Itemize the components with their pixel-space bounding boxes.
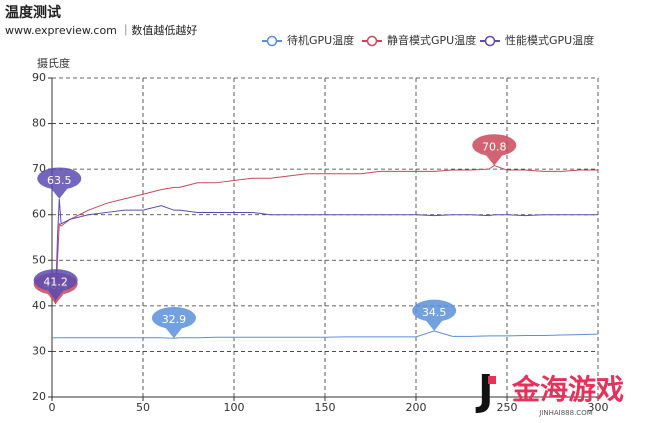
watermark-text: 金海游戏 [511, 373, 624, 406]
y-axis-label: 摄氏度 [37, 56, 70, 70]
legend-item: 待机GPU温度 [262, 33, 354, 47]
chart-subtitle: www.expreview.com ｜数值越低越好 [5, 23, 197, 37]
x-tick-label: 200 [406, 401, 427, 414]
legend-label: 性能模式GPU温度 [505, 33, 594, 47]
x-tick-label: 150 [315, 401, 336, 414]
legend-symbol [366, 35, 378, 47]
legend-label: 静音模式GPU温度 [387, 33, 476, 47]
pin-label: 41.2 [43, 275, 68, 288]
watermark-logo: J [475, 366, 494, 415]
legend-item: 性能模式GPU温度 [480, 33, 594, 47]
legend-symbol [484, 35, 496, 47]
legend-symbol [266, 35, 278, 47]
chart-title: 温度测试 [5, 4, 61, 21]
pin-marker [37, 167, 82, 199]
x-tick-label: 50 [136, 401, 150, 414]
y-tick-label: 40 [32, 299, 46, 312]
y-tick-label: 30 [32, 344, 46, 357]
y-tick-label: 60 [32, 208, 46, 221]
watermark-logo-accent [488, 376, 496, 384]
series-line [51, 198, 598, 301]
legend-label: 待机GPU温度 [287, 33, 354, 47]
pin-label: 34.5 [422, 306, 447, 319]
legend-item: 静音模式GPU温度 [362, 33, 476, 47]
y-tick-label: 50 [32, 253, 46, 266]
x-tick-label: 250 [497, 401, 518, 414]
pin-marker [151, 306, 196, 339]
pin-marker [412, 299, 457, 331]
y-tick-label: 80 [32, 117, 46, 130]
watermark-url: JINHAI888.COM [538, 409, 593, 417]
y-tick-label: 90 [32, 71, 46, 84]
series-line [52, 330, 599, 339]
pin-label: 70.8 [482, 140, 507, 153]
pin-marker [472, 134, 517, 166]
pin-marker [33, 269, 78, 301]
pin-label: 63.5 [47, 174, 72, 187]
watermark: J 金海游戏 JINHAI888.COM [475, 366, 624, 418]
y-tick-label: 20 [32, 390, 46, 403]
pin-label: 32.9 [162, 313, 187, 326]
x-tick-label: 100 [224, 401, 245, 414]
series-line [51, 164, 598, 305]
x-tick-label: 300 [588, 401, 609, 414]
x-tick-label: 0 [49, 401, 56, 414]
